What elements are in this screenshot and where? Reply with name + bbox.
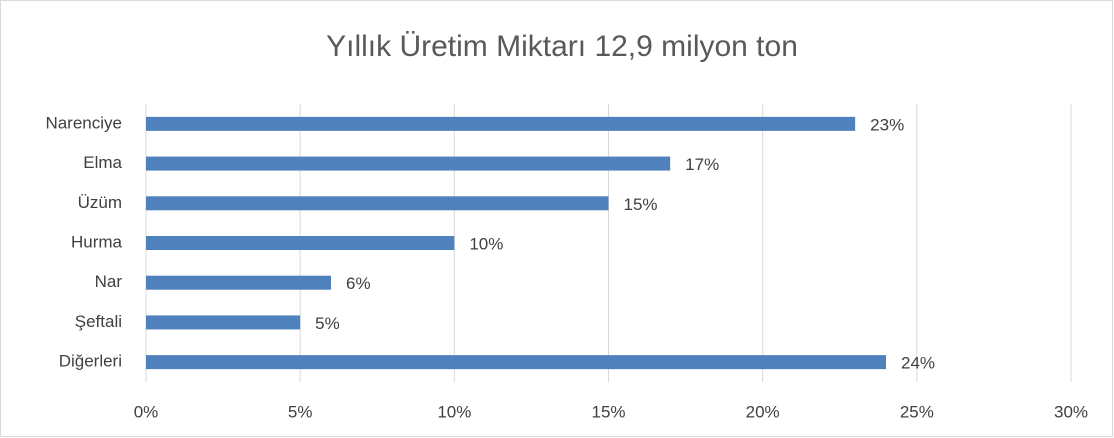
x-tick-label: 15%	[591, 402, 625, 421]
bar	[146, 275, 331, 290]
x-tick-label: 20%	[746, 402, 780, 421]
y-tick-label: Nar	[95, 272, 123, 291]
x-tick-label: 10%	[437, 402, 471, 421]
data-label: 24%	[901, 354, 935, 373]
bar	[146, 116, 856, 131]
chart-title: Yıllık Üretim Miktarı 12,9 milyon ton	[326, 30, 798, 63]
data-label: 5%	[315, 314, 340, 333]
x-tick-label: 5%	[288, 402, 313, 421]
bar	[146, 315, 301, 330]
y-tick-label: Üzüm	[78, 193, 122, 212]
x-tick-label: 25%	[900, 402, 934, 421]
y-tick-label: Narenciye	[45, 113, 122, 132]
data-label: 23%	[870, 115, 904, 134]
bar	[146, 196, 609, 211]
y-tick-label: Diğerleri	[59, 352, 122, 371]
x-tick-label: 30%	[1054, 402, 1088, 421]
bar	[146, 156, 671, 171]
y-tick-label: Şeftali	[75, 312, 122, 331]
bar	[146, 236, 455, 250]
y-tick-label: Elma	[83, 153, 122, 172]
data-label: 6%	[346, 274, 371, 293]
x-tick-label: 0%	[134, 402, 159, 421]
data-label: 15%	[624, 195, 658, 214]
data-label: 10%	[469, 234, 503, 253]
bar	[146, 355, 886, 370]
data-label: 17%	[685, 155, 719, 174]
y-tick-label: Hurma	[71, 232, 123, 251]
